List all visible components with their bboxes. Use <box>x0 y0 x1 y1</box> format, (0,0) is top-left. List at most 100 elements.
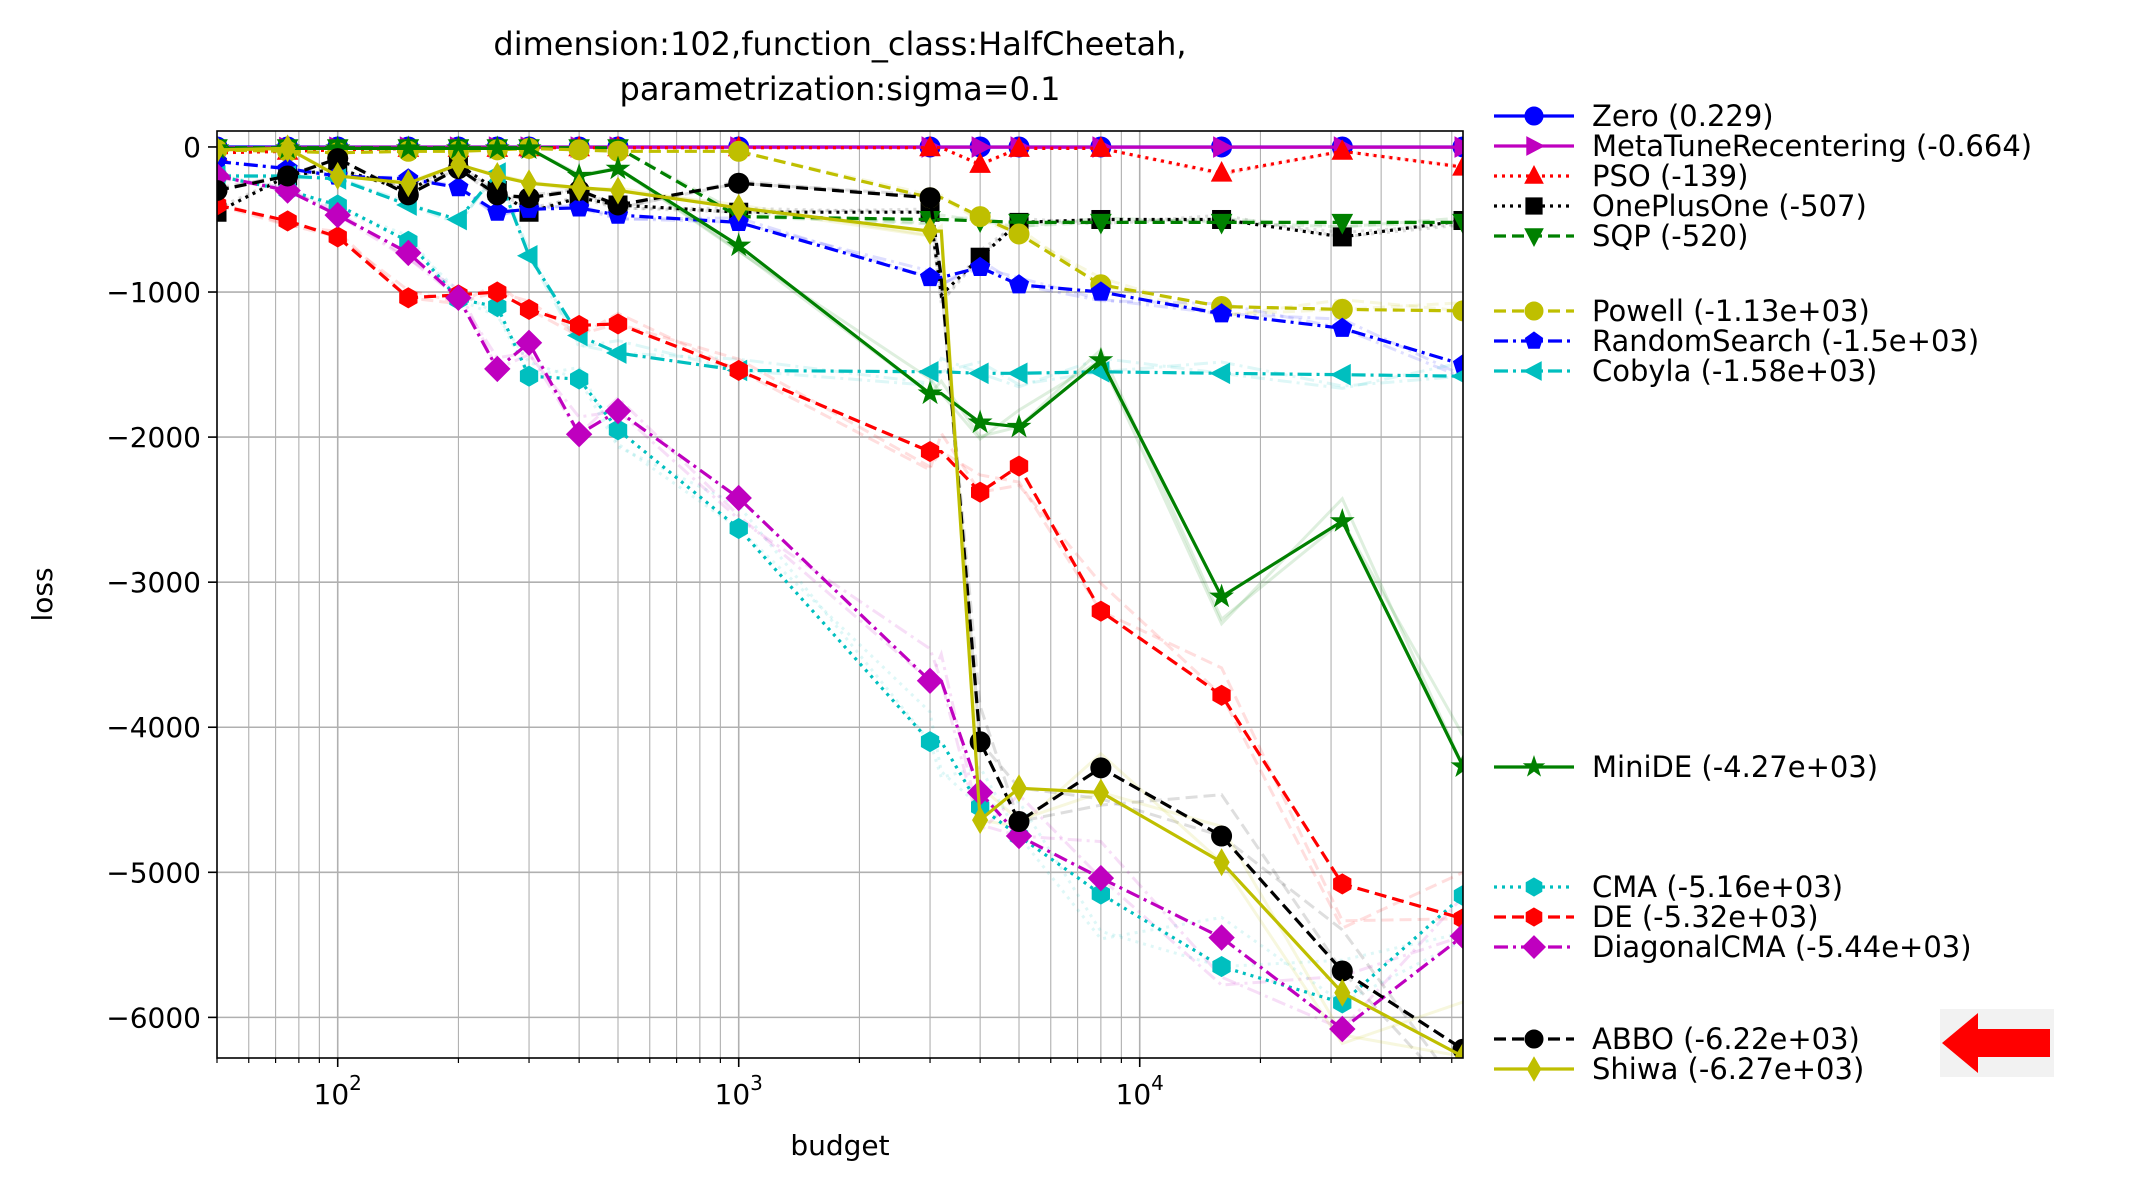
data-point-RandomSearch <box>1452 353 1463 374</box>
data-point-DE <box>519 298 539 320</box>
legend-label-MetaTuneRecentering: MetaTuneRecentering (-0.664) <box>1592 129 2032 163</box>
y-tick-label: −5000 <box>106 856 201 889</box>
legend-entry-Cobyla: Cobyla (-1.58e+03) <box>1494 354 1877 388</box>
data-point-DiagonalCMA <box>1208 924 1235 951</box>
legend-marker-DE <box>1525 907 1543 927</box>
legend-marker-Cobyla <box>1523 361 1542 381</box>
data-point-SQP <box>1210 213 1233 235</box>
data-point-DiagonalCMA <box>565 420 593 448</box>
data-point-CMA <box>1091 883 1110 905</box>
data-point-DiagonalCMA <box>445 284 472 312</box>
y-tick-label: −6000 <box>106 1001 201 1034</box>
data-point-MetaTuneRecentering <box>971 136 993 158</box>
y-tick-label: −4000 <box>106 711 201 744</box>
data-point-Powell <box>1452 300 1463 322</box>
legend-label-Powell: Powell (-1.13e+03) <box>1592 294 1870 328</box>
legend-entry-DiagonalCMA: DiagonalCMA (-5.44e+03) <box>1494 930 1972 964</box>
data-point-MiniDE <box>1450 753 1463 777</box>
data-point-DE <box>1453 908 1463 930</box>
data-point-RandomSearch <box>1211 303 1232 323</box>
data-point-Cobyla <box>968 362 989 385</box>
data-point-Shiwa <box>1454 1042 1463 1058</box>
legend-marker-MetaTuneRecentering <box>1526 136 1545 156</box>
data-point-Shiwa <box>1092 778 1109 807</box>
legend-marker-PSO <box>1524 165 1544 184</box>
legend-marker-OnePlusOne <box>1525 197 1543 215</box>
legend-marker-MiniDE <box>1522 755 1546 777</box>
legend-entry-Zero: Zero (0.229) <box>1494 99 1774 133</box>
data-point-Cobyla <box>605 342 627 364</box>
data-point-DiagonalCMA <box>604 397 632 425</box>
data-point-DE <box>1009 455 1029 477</box>
data-point-Shiwa <box>972 806 989 835</box>
series-line-Shiwa <box>217 146 1463 1058</box>
data-point-DE <box>920 441 940 463</box>
legend-entry-OnePlusOne: OnePlusOne (-507) <box>1494 189 1867 223</box>
legend-entry-MiniDE: MiniDE (-4.27e+03) <box>1494 750 1878 784</box>
legend-entry-MetaTuneRecentering: MetaTuneRecentering (-0.664) <box>1494 129 2032 163</box>
legend-marker-SQP <box>1524 228 1544 247</box>
legend-label-OnePlusOne: OnePlusOne (-507) <box>1592 189 1867 223</box>
y-tick-label: −1000 <box>106 276 201 309</box>
data-point-DE <box>608 313 628 335</box>
data-point-Shiwa <box>571 173 588 202</box>
data-point-MiniDE <box>917 380 943 405</box>
data-point-DiagonalCMA <box>484 355 511 383</box>
legend-entry-Powell: Powell (-1.13e+03) <box>1494 294 1870 328</box>
data-point-PSO <box>1008 136 1030 157</box>
data-point-RandomSearch <box>919 266 941 287</box>
legend-marker-RandomSearch <box>1524 331 1544 349</box>
data-point-DiagonalCMA <box>916 667 944 695</box>
legend-entry-RandomSearch: RandomSearch (-1.5e+03) <box>1494 324 1979 358</box>
data-point-SQP <box>1090 213 1112 235</box>
series-line-DiagonalCMA <box>217 174 1463 1032</box>
legend-marker-Zero <box>1524 106 1544 126</box>
data-point-Shiwa <box>921 217 939 246</box>
data-point-PSO <box>1210 161 1233 182</box>
data-point-Cobyla <box>446 208 467 231</box>
ghost-line-DE <box>217 200 1463 923</box>
legend-label-SQP: SQP (-520) <box>1592 219 1748 253</box>
data-point-Powell <box>969 206 991 228</box>
data-point-MiniDE <box>1209 583 1234 608</box>
legend-label-Zero: Zero (0.229) <box>1592 99 1774 133</box>
series-DiagonalCMA <box>217 162 1463 1043</box>
arrow-shape <box>1942 1013 2050 1073</box>
data-point-Powell <box>1331 298 1353 320</box>
legend-label-ABBO: ABBO (-6.22e+03) <box>1592 1022 1860 1056</box>
data-point-DE <box>971 481 990 503</box>
data-point-Shiwa <box>609 176 627 205</box>
data-point-DE <box>278 210 297 232</box>
x-tick-label: 104 <box>1116 1071 1164 1111</box>
data-point-SQP <box>1452 213 1463 235</box>
data-point-Powell <box>1008 223 1030 245</box>
data-point-CMA <box>488 295 507 318</box>
series-line-RandomSearch <box>217 159 1463 367</box>
data-point-ABBO <box>1008 811 1030 833</box>
plot-frame <box>216 130 1464 1059</box>
data-point-DiagonalCMA <box>1087 864 1115 892</box>
legend-entry-CMA: CMA (-5.16e+03) <box>1494 870 1843 904</box>
data-point-DE <box>1333 873 1352 895</box>
data-point-Cobyla <box>917 360 939 383</box>
y-tick-label: −2000 <box>106 421 201 454</box>
data-point-PSO <box>1331 139 1354 160</box>
legend-entry-DE: DE (-5.32e+03) <box>1494 900 1819 934</box>
data-point-Shiwa <box>329 161 346 191</box>
data-point-MiniDE <box>516 135 542 159</box>
y-tick-label: −3000 <box>106 566 201 599</box>
data-point-RandomSearch <box>487 201 508 221</box>
data-point-Cobyla <box>516 244 538 267</box>
data-point-DiagonalCMA <box>1449 922 1463 950</box>
data-point-DiagonalCMA <box>1329 1015 1356 1043</box>
legend-marker-CMA <box>1525 877 1543 897</box>
series-line-ABBO <box>217 156 1463 1051</box>
data-point-MiniDE <box>605 155 631 180</box>
data-point-DiagonalCMA <box>515 329 543 357</box>
data-point-DE <box>1212 684 1231 706</box>
data-point-CMA <box>729 517 748 540</box>
data-point-ABBO <box>1090 757 1112 779</box>
data-point-PSO <box>1452 155 1463 176</box>
